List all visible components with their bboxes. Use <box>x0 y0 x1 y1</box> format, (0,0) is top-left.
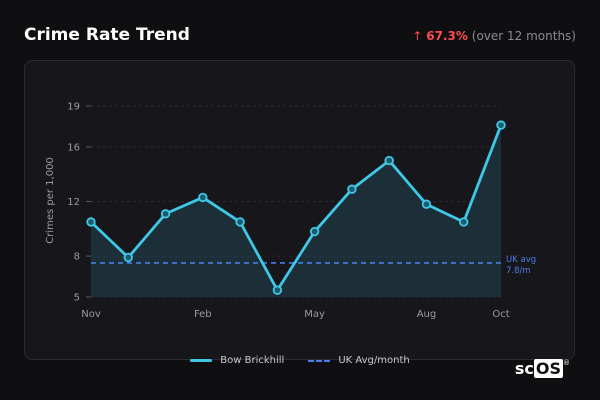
data-point <box>309 226 320 237</box>
data-point <box>86 217 96 227</box>
legend-series-label: Bow Brickhill <box>220 355 285 366</box>
x-tick-label: Nov <box>81 309 101 320</box>
data-point <box>160 209 171 219</box>
y-tick-label: 16 <box>67 142 80 153</box>
data-point <box>198 192 208 203</box>
y-tick-label: 19 <box>67 102 80 113</box>
data-point <box>235 217 245 227</box>
chart-title: Crime Rate Trend <box>24 25 190 45</box>
data-point <box>123 252 133 263</box>
series-line <box>89 123 503 292</box>
legend: Bow Brickhill UK Avg/month <box>0 355 600 366</box>
logo-text: sc <box>514 359 534 378</box>
area-layer <box>91 125 501 297</box>
legend-item-series[interactable]: Bow Brickhill <box>190 355 284 366</box>
y-tick-label: 8 <box>74 252 80 263</box>
change-summary: ↑ 67.3% (over 12 months) <box>412 29 576 43</box>
data-point <box>459 217 469 227</box>
axis-layer: 5 8 12 16 19 Nov Feb May Aug Oct Crimes per 1,000 <box>45 102 510 321</box>
y-tick-label: 12 <box>67 197 80 208</box>
legend-line-swatch <box>190 359 213 362</box>
data-point <box>421 199 432 209</box>
data-point <box>272 285 283 295</box>
x-tick-label: May <box>304 309 325 320</box>
logo-box-text: OS <box>533 359 563 378</box>
uk-average-annotation: UK avg <box>506 255 536 265</box>
change-period: (over 12 months) <box>471 29 576 43</box>
uk-average-value: 7.8/m <box>506 266 531 276</box>
point-layer <box>86 120 506 295</box>
x-tick-label: Aug <box>417 309 437 320</box>
brand-logo: sc OS ® <box>515 359 570 378</box>
series-area-fill <box>91 125 501 297</box>
registered-mark: ® <box>563 359 570 367</box>
legend-reference-label: UK Avg/month <box>338 355 410 366</box>
data-point <box>347 184 357 194</box>
data-point <box>496 120 506 130</box>
x-tick-label: Oct <box>492 309 509 320</box>
legend-item-reference[interactable]: UK Avg/month <box>308 355 410 366</box>
line-layer <box>89 123 503 292</box>
change-percentage: 67.3% <box>426 29 468 43</box>
data-point <box>384 155 394 166</box>
trend-up-arrow-icon: ↑ <box>412 29 423 43</box>
y-tick-label: 5 <box>74 293 80 304</box>
legend-dashed-swatch <box>308 359 331 362</box>
y-axis-label: Crimes per 1,000 <box>45 157 56 244</box>
x-tick-label: Feb <box>194 309 212 320</box>
